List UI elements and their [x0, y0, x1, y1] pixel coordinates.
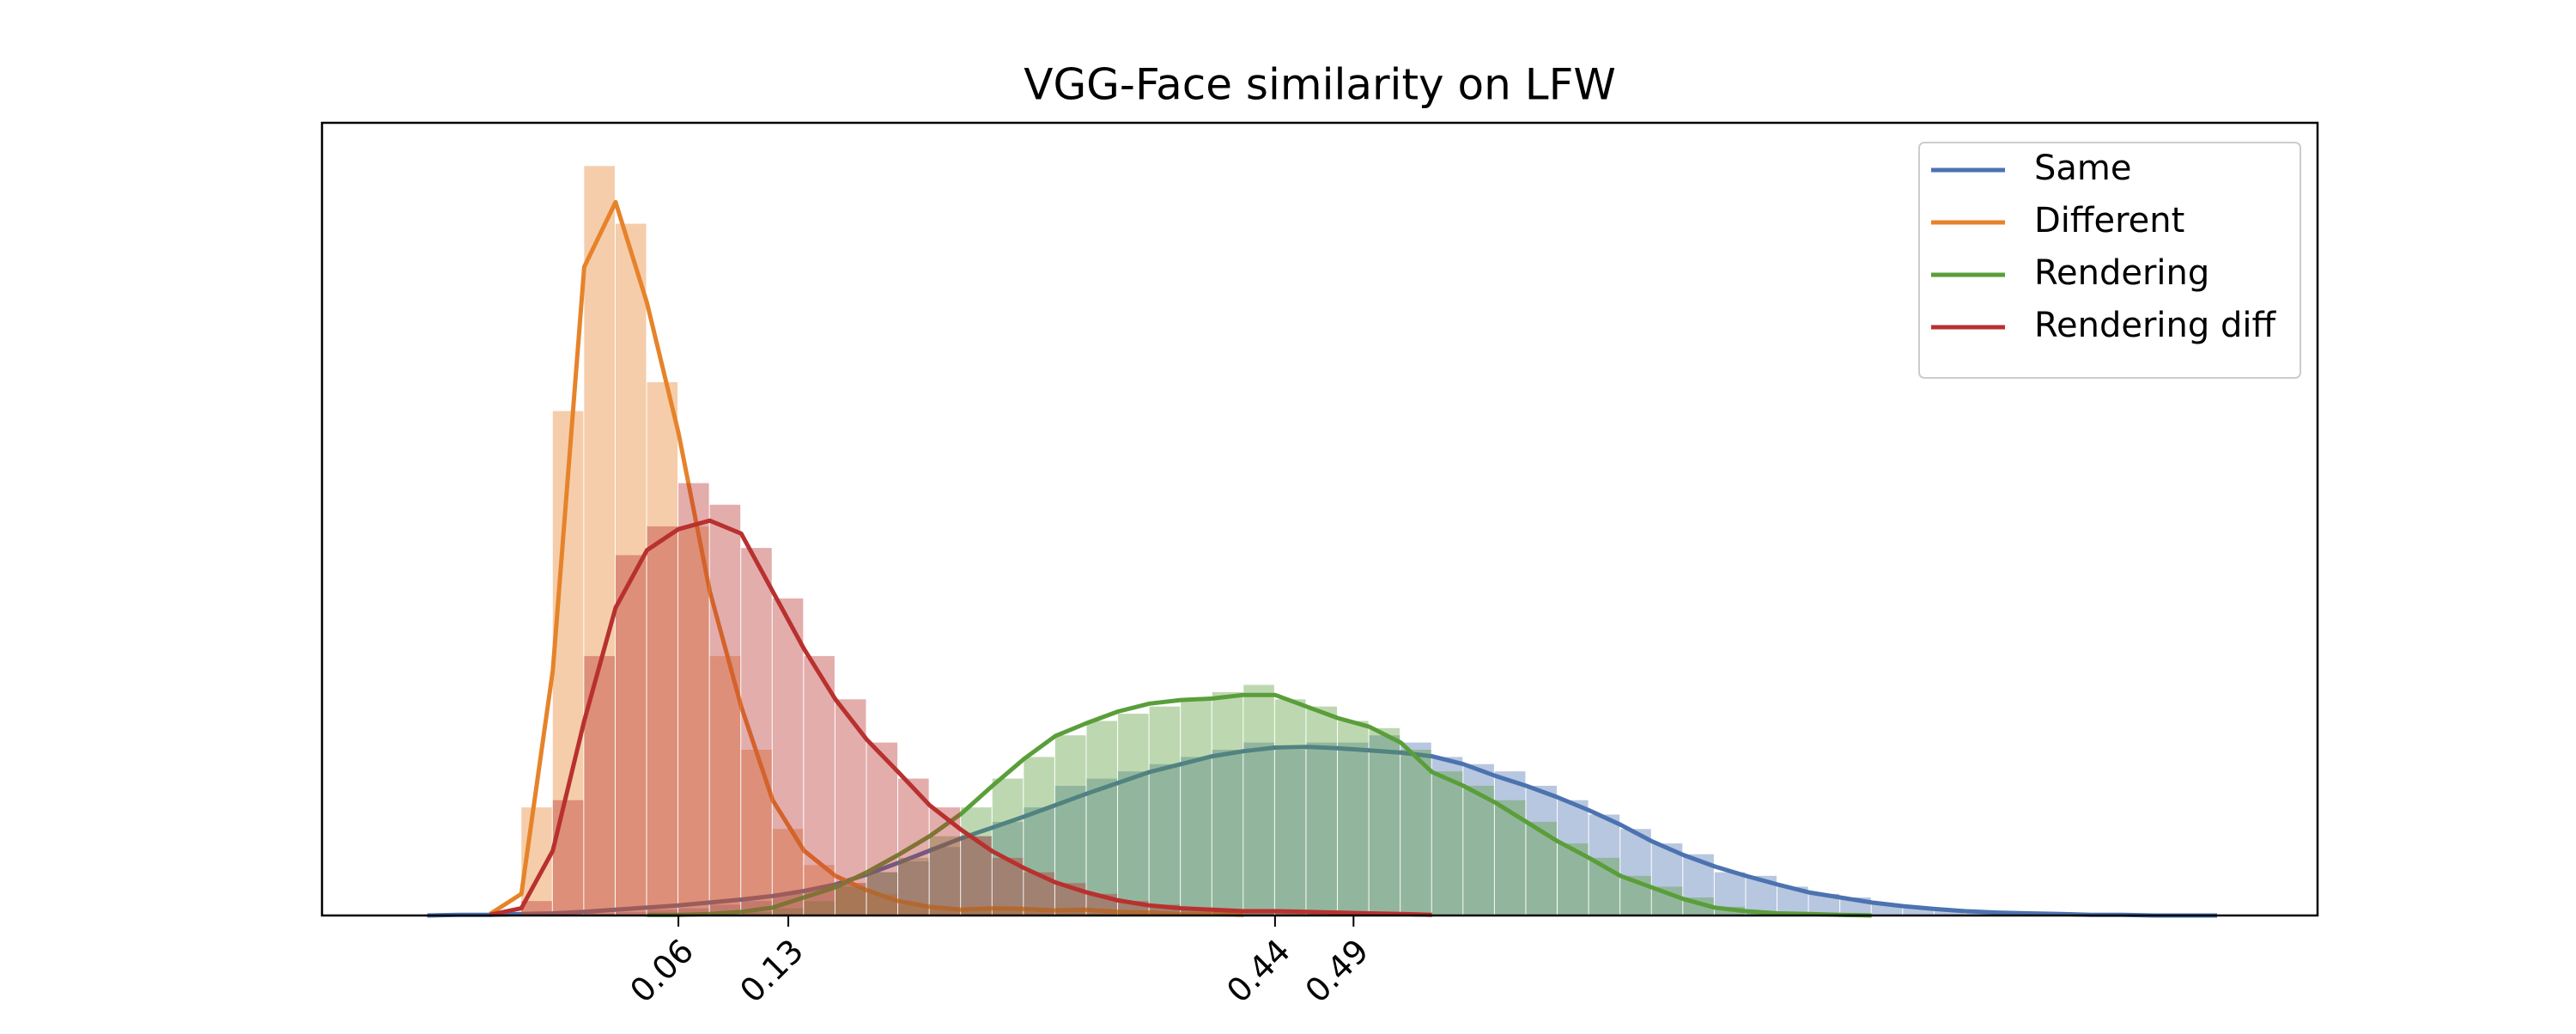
histogram-bar — [1024, 807, 1054, 915]
histogram-bar — [1274, 750, 1306, 915]
legend-label: Rendering diff — [2034, 306, 2276, 345]
histogram-bar — [647, 382, 678, 915]
histogram-bar — [1369, 727, 1400, 915]
histogram-bar — [961, 807, 992, 915]
histogram-bar — [1558, 800, 1589, 915]
histogram-bar — [1118, 771, 1149, 915]
histogram-bar — [1651, 843, 1683, 915]
histogram-bar — [1024, 757, 1054, 915]
legend-label: Rendering — [2034, 253, 2209, 293]
histogram-bar — [615, 223, 647, 915]
histogram-bar — [1338, 721, 1369, 915]
histogram-bar — [709, 655, 741, 915]
histogram-bar — [1212, 691, 1243, 915]
histogram-bar — [992, 857, 1024, 915]
histogram-bar — [1400, 742, 1431, 915]
axes-frame — [320, 121, 2319, 917]
histogram-bar — [1054, 911, 1086, 915]
histogram-bar — [552, 800, 584, 915]
histogram-bar — [1149, 706, 1181, 915]
histogram-bar — [1338, 742, 1369, 915]
x-tick-label: 0.06 — [623, 932, 701, 1010]
histogram-bar — [772, 908, 804, 915]
legend-label: Same — [2034, 149, 2131, 188]
histogram-bar — [1181, 757, 1212, 915]
x-tick-label: 0.49 — [1298, 932, 1376, 1010]
kde-line — [427, 745, 2217, 918]
kde-line — [647, 692, 1872, 918]
histogram-bar — [521, 901, 552, 915]
histogram-bar — [709, 504, 741, 915]
histogram-bar — [1400, 750, 1431, 915]
histogram-bar — [1243, 684, 1274, 915]
histogram-bar — [866, 872, 898, 915]
histogram-bar — [929, 847, 961, 915]
x-axis: 0.06 0.13 0.44 0.49 — [623, 915, 1376, 1010]
histogram-bar — [1274, 699, 1306, 915]
legend-label: Different — [2034, 201, 2184, 240]
histogram-bar — [1274, 911, 1306, 915]
histogram-bar — [678, 526, 709, 915]
histogram-bar — [1212, 909, 1243, 915]
histogram-bar — [584, 913, 615, 915]
histogram-bar — [804, 655, 835, 915]
histogram-bar — [1903, 908, 1934, 915]
histogram-bar — [929, 908, 961, 915]
kde-line — [489, 518, 1432, 917]
histogram-bar — [1086, 912, 1118, 915]
histogram-bar — [1965, 912, 1996, 915]
histogram-bar — [1620, 829, 1651, 915]
histogram-bar — [804, 901, 835, 915]
histogram-bar — [1306, 742, 1338, 915]
histogram-bar — [1181, 908, 1212, 915]
histogram-bar — [772, 598, 804, 915]
histogram-bar — [929, 836, 961, 915]
x-tick-label: 0.44 — [1219, 932, 1297, 1010]
histogram-bar — [1934, 910, 1965, 915]
histogram-bar — [1431, 771, 1463, 915]
histogram-bar — [898, 857, 929, 915]
legend: Same Different Rendering Rendering diff — [1918, 142, 2301, 379]
histogram-bar — [866, 742, 898, 915]
histogram-bar — [1118, 714, 1149, 915]
histogram-bar — [647, 526, 678, 915]
histogram-bar — [1054, 785, 1086, 915]
histogram-bar — [1243, 742, 1274, 915]
histogram-bar — [1086, 721, 1118, 915]
histogram-bar — [1494, 771, 1526, 915]
histogram-bar — [992, 908, 1024, 915]
histogram-bar — [584, 655, 615, 915]
histogram-bar — [1181, 699, 1212, 915]
histogram-bar — [1212, 750, 1243, 915]
histogram-bar — [835, 886, 866, 915]
histogram-bar — [1306, 706, 1338, 915]
histogram-bar — [1526, 785, 1558, 915]
histogram-bar — [584, 166, 615, 915]
legend-box — [1918, 142, 2301, 379]
histogram-bar — [1369, 735, 1400, 915]
histogram-bar — [1871, 904, 1903, 915]
kde-line — [489, 199, 1244, 917]
histogram-bar — [992, 821, 1024, 915]
plot-area — [427, 166, 2217, 918]
histogram-bar — [647, 909, 678, 915]
histogram-bar — [1118, 913, 1149, 915]
histogram-bar — [615, 555, 647, 915]
histogram-bar — [741, 911, 772, 915]
histogram-bar — [1024, 910, 1054, 915]
histogram-bar — [678, 908, 709, 915]
histogram-bar — [1463, 785, 1494, 915]
histogram-bar — [992, 778, 1024, 915]
histogram-bar — [615, 911, 647, 915]
histogram-bar — [678, 483, 709, 915]
histogram-bar — [1149, 763, 1181, 915]
chart-title: VGG-Face similarity on LFW — [1024, 60, 1616, 110]
x-tick-label: 0.13 — [732, 932, 811, 1010]
histogram-bar — [961, 909, 992, 915]
histogram-bar — [741, 548, 772, 915]
